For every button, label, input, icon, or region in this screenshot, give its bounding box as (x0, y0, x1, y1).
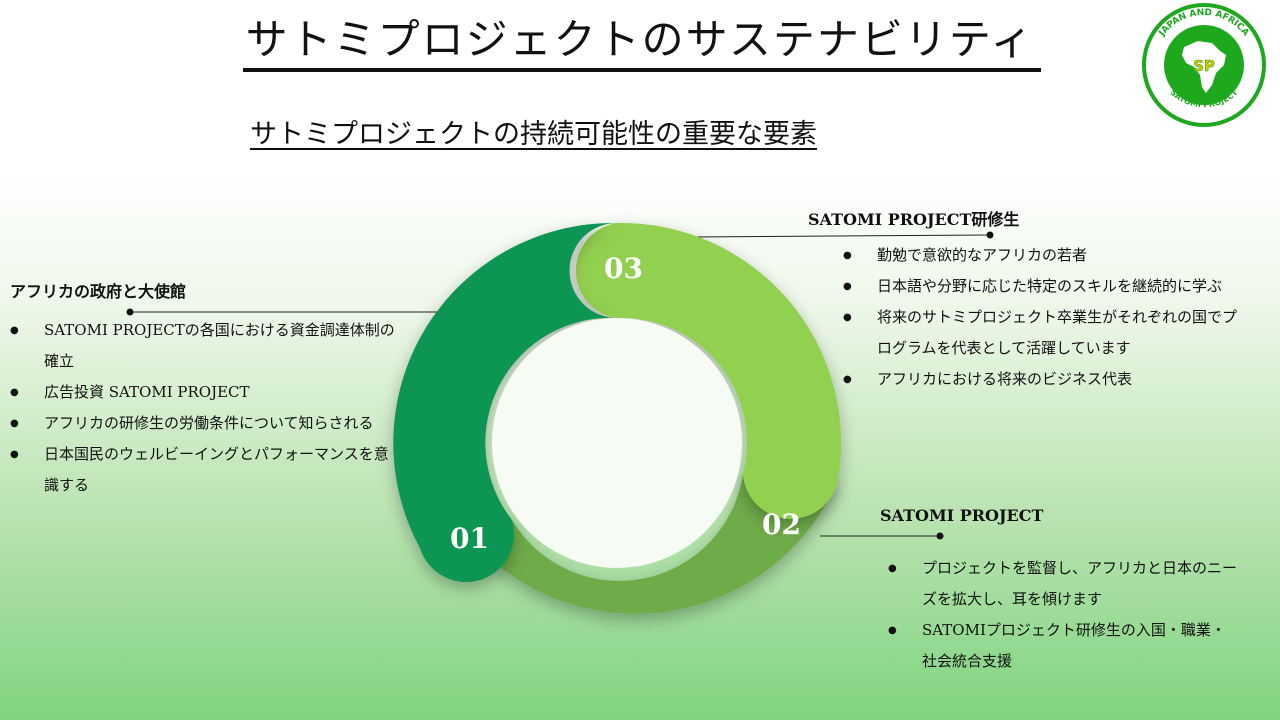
segment-number-02: 02 (762, 508, 801, 541)
section-heading-02: SATOMI PROJECT (880, 506, 1044, 525)
bullet-list-01: SATOMI PROJECTの各国における資金調達体制の確立 広告投資 SATO… (10, 315, 400, 501)
bullet-list-03: 勤勉で意欲的なアフリカの若者 日本語や分野に応じた特定のスキルを継続的に学ぶ 将… (843, 240, 1243, 395)
page-title: サトミプロジェクトのサステナビリティ (245, 15, 1035, 64)
ring-segment-02 (467, 474, 838, 614)
list-item: アフリカにおける将来のビジネス代表 (843, 364, 1243, 395)
bullet-list-02: プロジェクトを監督し、アフリカと日本のニーズを拡大し、耳を傾けます SATOMI… (888, 553, 1238, 677)
africa-map-icon (1182, 41, 1226, 93)
connector-dot-01 (126, 308, 134, 316)
connector-line-03 (694, 234, 991, 238)
list-item: SATOMI PROJECTの各国における資金調達体制の確立 (10, 315, 400, 377)
segment-number-03: 03 (604, 252, 643, 285)
page-subtitle: サトミプロジェクトの持続可能性の重要な要素 (250, 119, 817, 150)
ring-segment-03 (575, 222, 842, 519)
list-item: プロジェクトを監督し、アフリカと日本のニーズを拡大し、耳を傾けます (888, 553, 1238, 615)
section-heading-03: SATOMI PROJECT研修生 (808, 210, 1020, 229)
segment-number-01: 01 (450, 522, 489, 555)
title-underline (243, 68, 1041, 72)
ring-segment-01 (393, 222, 617, 583)
logo-monogram: SP (1193, 57, 1215, 75)
list-item: 勤勉で意欲的なアフリカの若者 (843, 240, 1243, 271)
list-item: 日本語や分野に応じた特定のスキルを継続的に学ぶ (843, 271, 1243, 302)
list-item: 広告投資 SATOMI PROJECT (10, 377, 400, 408)
list-item: アフリカの研修生の労働条件について知らされる (10, 408, 400, 439)
connector-dot-02 (936, 532, 944, 540)
connector-dot-03 (986, 231, 994, 239)
list-item: 日本国民のウェルビーイングとパフォーマンスを意識する (10, 439, 400, 501)
list-item: 将来のサトミプロジェクト卒業生がそれぞれの国でプログラムを代表として活躍していま… (843, 302, 1243, 364)
satomi-project-logo: JAPAN AND AFRICA SATOMI PROJECT SP (1142, 3, 1266, 127)
section-heading-01: アフリカの政府と大使館 (10, 282, 187, 301)
ring-center (492, 318, 742, 568)
list-item: SATOMIプロジェクト研修生の入国・職業・社会統合支援 (888, 615, 1238, 677)
